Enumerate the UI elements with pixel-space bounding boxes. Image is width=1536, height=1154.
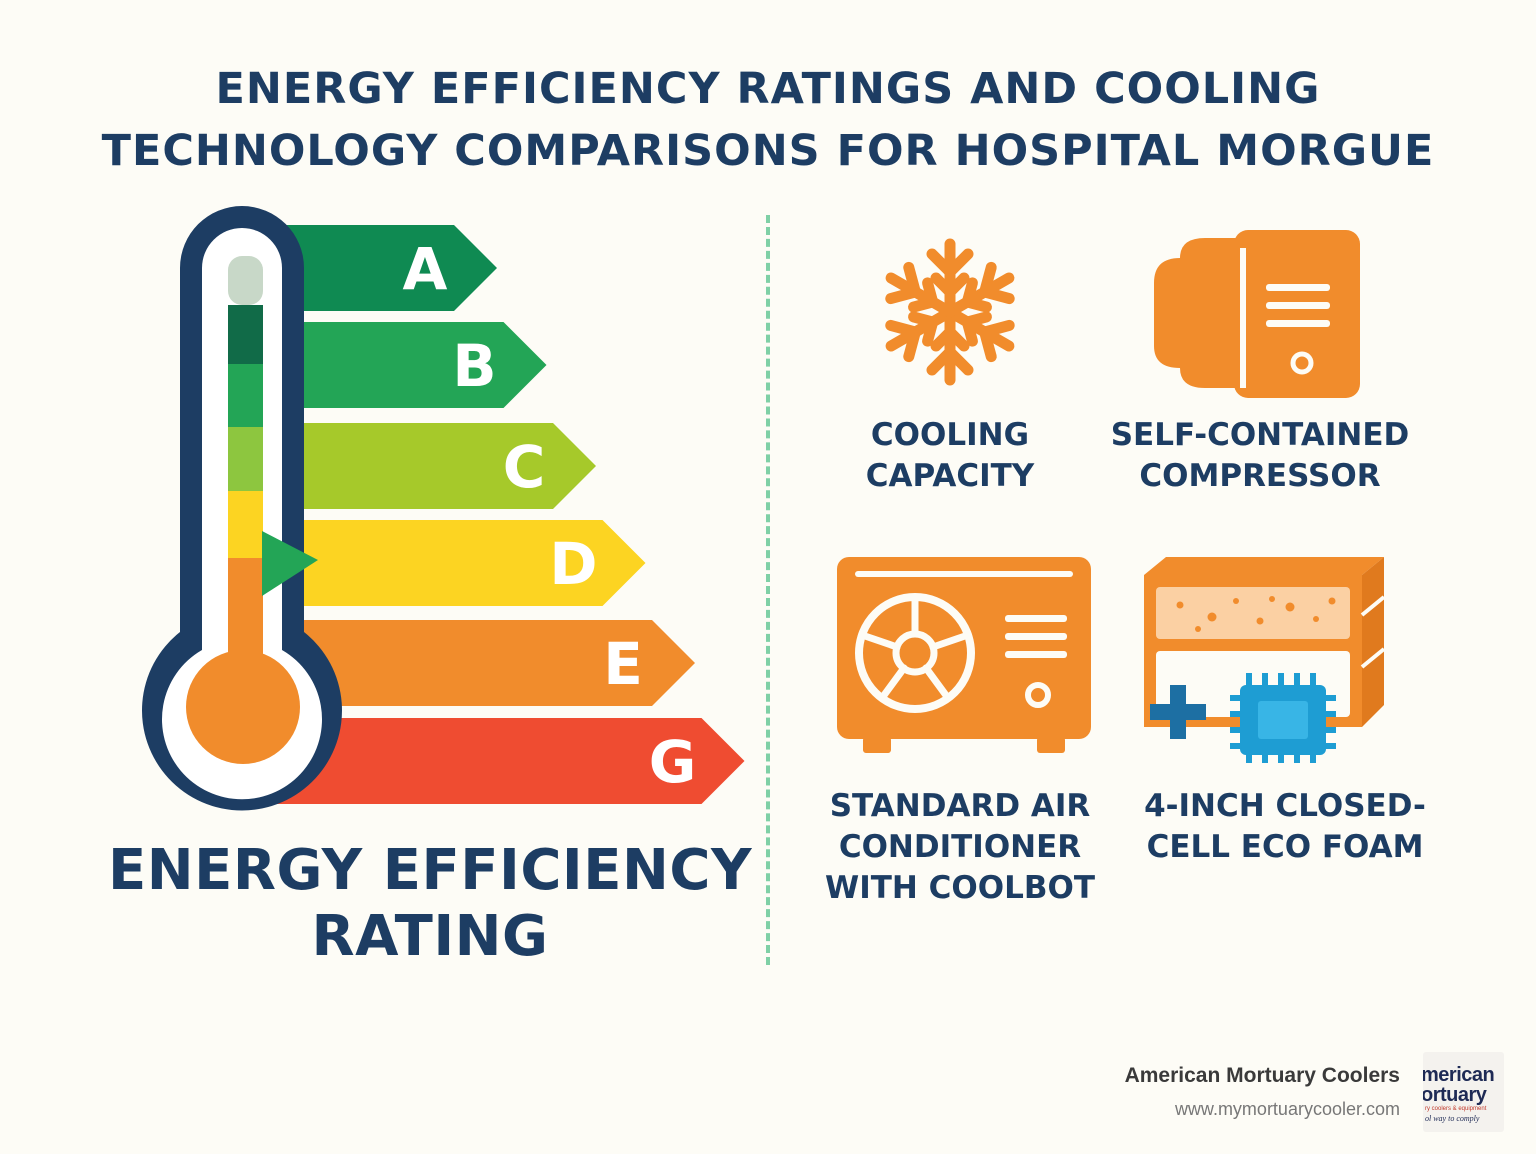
logo-text-line: ol way to comply [1425, 1114, 1480, 1123]
title-line-2: Technology Comparisons for Hospital Morg… [101, 126, 1435, 176]
rating-bar-a [270, 225, 497, 311]
tech-label-line: CAPACITY [865, 458, 1035, 494]
rating-caption: ENERGY EFFICIENCY RATING [80, 838, 780, 970]
thermometer-segment [228, 558, 263, 660]
rating-indicator-pointer [262, 531, 318, 596]
compressor-icon [1154, 230, 1360, 398]
thermometer-icon [142, 206, 343, 811]
rating-bar-e [270, 620, 695, 706]
rating-label-b: B [452, 332, 496, 400]
logo-text-line: ortuary [1423, 1084, 1487, 1106]
company-logo: merican ortuary ry coolers & equipment o… [1423, 1052, 1504, 1132]
air-conditioner-icon [837, 557, 1091, 753]
thermometer-segment [228, 364, 263, 427]
section-divider [766, 215, 770, 965]
snowflake-icon [885, 238, 1015, 386]
rating-label-a: A [403, 235, 448, 303]
tech-label-line: STANDARD AIR [829, 788, 1091, 824]
tech-label-line: WITH COOLBOT [825, 870, 1095, 906]
footer-website-url[interactable]: www.mymortuarycooler.com [1174, 1099, 1400, 1119]
rating-bar-b [270, 322, 547, 408]
rating-label-e: E [603, 630, 643, 698]
rating-bar-c [270, 423, 596, 509]
rating-label-d: D [549, 530, 597, 598]
tech-label-line: COOLING [870, 417, 1030, 453]
rating-label-g: G [649, 728, 697, 796]
rating-bar-g [270, 718, 745, 804]
rating-caption-line-2: RATING [311, 904, 549, 969]
footer-company-name: American Mortuary Coolers [1124, 1064, 1400, 1087]
rating-label-c: C [503, 433, 546, 501]
foam-panel-icon [1144, 557, 1386, 763]
tech-label-cooling-capacity: COOLING CAPACITY [840, 415, 1060, 497]
thermometer-segment [228, 427, 263, 491]
tech-label-closed-cell-foam: 4-INCH CLOSED- CELL ECO FOAM [1120, 786, 1450, 868]
rating-caption-line-1: ENERGY EFFICIENCY [107, 838, 753, 903]
thermometer-segment [228, 491, 263, 558]
thermometer-bulb [186, 650, 300, 764]
tech-label-line: 4-INCH CLOSED- [1144, 788, 1426, 824]
tech-label-line: CELL ECO FOAM [1146, 829, 1424, 865]
thermometer-segment [228, 256, 263, 305]
thermometer-segment [228, 305, 263, 364]
page-title: Energy Efficiency Ratings and Cooling Te… [0, 58, 1536, 182]
logo-text-line: ry coolers & equipment [1425, 1106, 1487, 1112]
tech-label-line: SELF-CONTAINED [1110, 417, 1410, 453]
tech-label-self-contained-compressor: SELF-CONTAINED COMPRESSOR [1100, 415, 1420, 497]
tech-label-line: COMPRESSOR [1139, 458, 1381, 494]
tech-label-standard-air-conditioner: STANDARD AIR CONDITIONER WITH COOLBOT [810, 786, 1110, 909]
title-line-1: Energy Efficiency Ratings and Cooling [215, 64, 1321, 114]
tech-label-line: CONDITIONER [838, 829, 1082, 865]
logo-text-line: merican [1423, 1064, 1495, 1086]
rating-bar-d [270, 520, 646, 606]
